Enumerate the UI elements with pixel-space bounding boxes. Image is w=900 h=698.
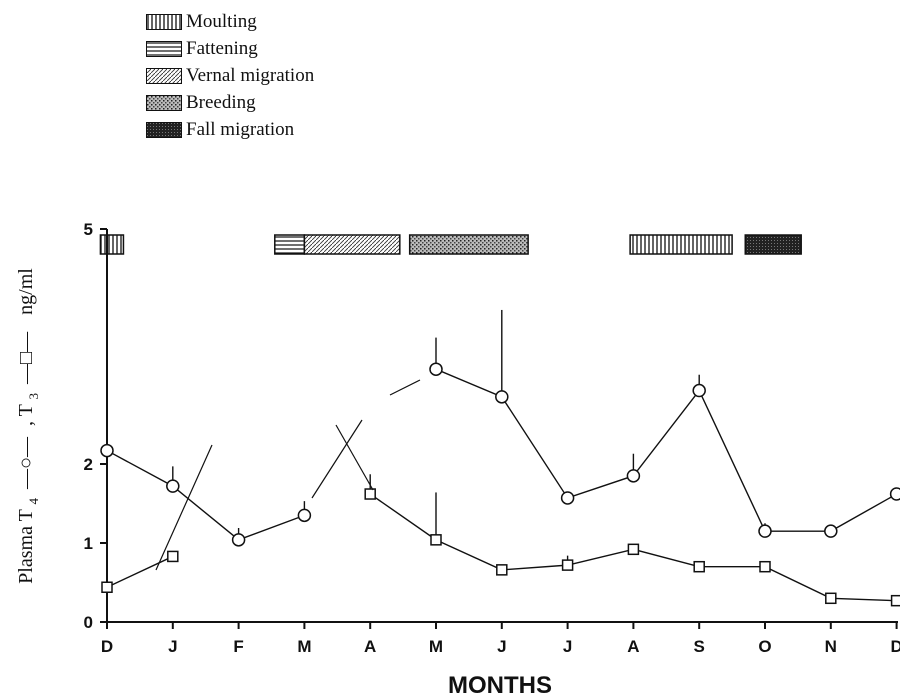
t3-point [693, 560, 705, 573]
t3-point [496, 564, 508, 576]
x-tick-label: D [890, 637, 900, 656]
legend-label: Fall migration [186, 118, 295, 140]
ylabel-square-symbol: —□— [15, 331, 37, 385]
t4-point [429, 362, 443, 376]
t4-point [495, 390, 509, 404]
x-tick-label: J [563, 637, 572, 656]
phase-bar-breed [408, 234, 529, 255]
series-line-square [106, 555, 174, 588]
ylabel-unit: ng/ml [15, 268, 37, 315]
fall-migration-swatch-icon [146, 121, 182, 138]
t3-point [167, 550, 179, 563]
x-tick-label: O [758, 637, 771, 656]
ylabel-t4-subscript: 4 [26, 498, 41, 505]
t3-point [759, 560, 771, 573]
x-tick-label: A [364, 637, 376, 656]
t4-point [889, 487, 900, 501]
y-axis-title-text: Plasma T 4 —○— , T 3 —□— ng/ml [15, 268, 43, 584]
moulting-swatch-icon [146, 13, 182, 30]
t4-point [100, 443, 114, 458]
t4-point [758, 524, 772, 538]
t4-point [166, 479, 180, 493]
legend-label: Vernal migration [186, 64, 315, 86]
t3-point [825, 592, 837, 605]
connector-line-jan-feb [155, 444, 213, 571]
ylabel-plasma-t: Plasma T [15, 509, 37, 583]
t3-point [430, 534, 442, 546]
breeding-swatch-icon [146, 94, 182, 111]
x-tick-label: D [101, 637, 113, 656]
vernal-migration-swatch-icon [146, 67, 182, 84]
legend-item-vernal-migration: Vernal migration [146, 62, 314, 89]
legend-label: Moulting [186, 10, 257, 32]
t4-point [824, 524, 838, 538]
connector-line-mar-apr [335, 424, 374, 491]
legend-item-fattening: Fattening [146, 35, 314, 62]
x-axis-title: MONTHS [448, 672, 552, 698]
legend-item-fall-migration: Fall migration [146, 116, 314, 143]
x-tick-label: J [497, 637, 506, 656]
fattening-swatch-icon [146, 40, 182, 57]
x-tick-label: J [168, 637, 177, 656]
phase-bar-fat [274, 234, 306, 255]
legend-label: Fattening [186, 37, 258, 59]
t4-point [231, 533, 246, 547]
legend-label: Breeding [186, 91, 256, 113]
x-tick-label: M [297, 637, 311, 656]
ylabel-t3-subscript: 3 [26, 393, 41, 400]
t4-point [692, 383, 706, 398]
connector-line-apr-may [389, 379, 421, 396]
phase-bar-moult [99, 234, 125, 255]
y-axis-title: Plasma T 4 —○— , T 3 —□— ng/ml [15, 268, 43, 584]
x-tick-label: S [694, 637, 705, 656]
t3-point [101, 581, 113, 593]
x-tick-label: F [233, 637, 243, 656]
x-tick-label: A [627, 637, 639, 656]
y-tick-label: 0 [84, 613, 93, 632]
series-line-circle [435, 368, 897, 532]
legend: Moulting Fattening Vernal migration Bree… [146, 8, 314, 143]
ylabel-t3: , T [15, 404, 37, 426]
data-markers [100, 309, 900, 607]
phase-bar-vernal [303, 234, 401, 255]
t4-point [560, 491, 575, 505]
phase-bar-fall [744, 234, 802, 255]
connector-line-mar-apr-2 [311, 419, 363, 499]
t3-point [890, 594, 900, 607]
series-line-circle [106, 449, 305, 541]
x-tick-label: N [825, 637, 837, 656]
y-tick-label: 1 [84, 534, 93, 553]
t4-point [626, 469, 641, 483]
y-tick-label: 2 [84, 455, 93, 474]
phase-bar-moult [629, 234, 733, 255]
t3-point [627, 543, 640, 556]
ylabel-circle-symbol: —○— [15, 436, 37, 490]
t3-point [561, 559, 574, 571]
x-tick-label: M [429, 637, 443, 656]
y-tick-label: 5 [84, 220, 93, 239]
legend-item-breeding: Breeding [146, 89, 314, 116]
cross-lines [155, 379, 421, 571]
phase-bars [99, 234, 802, 255]
t4-point [297, 508, 312, 523]
t3-point [364, 488, 376, 500]
legend-item-moulting: Moulting [146, 8, 314, 35]
y-ticks: 0 1 2 5 [84, 220, 107, 632]
